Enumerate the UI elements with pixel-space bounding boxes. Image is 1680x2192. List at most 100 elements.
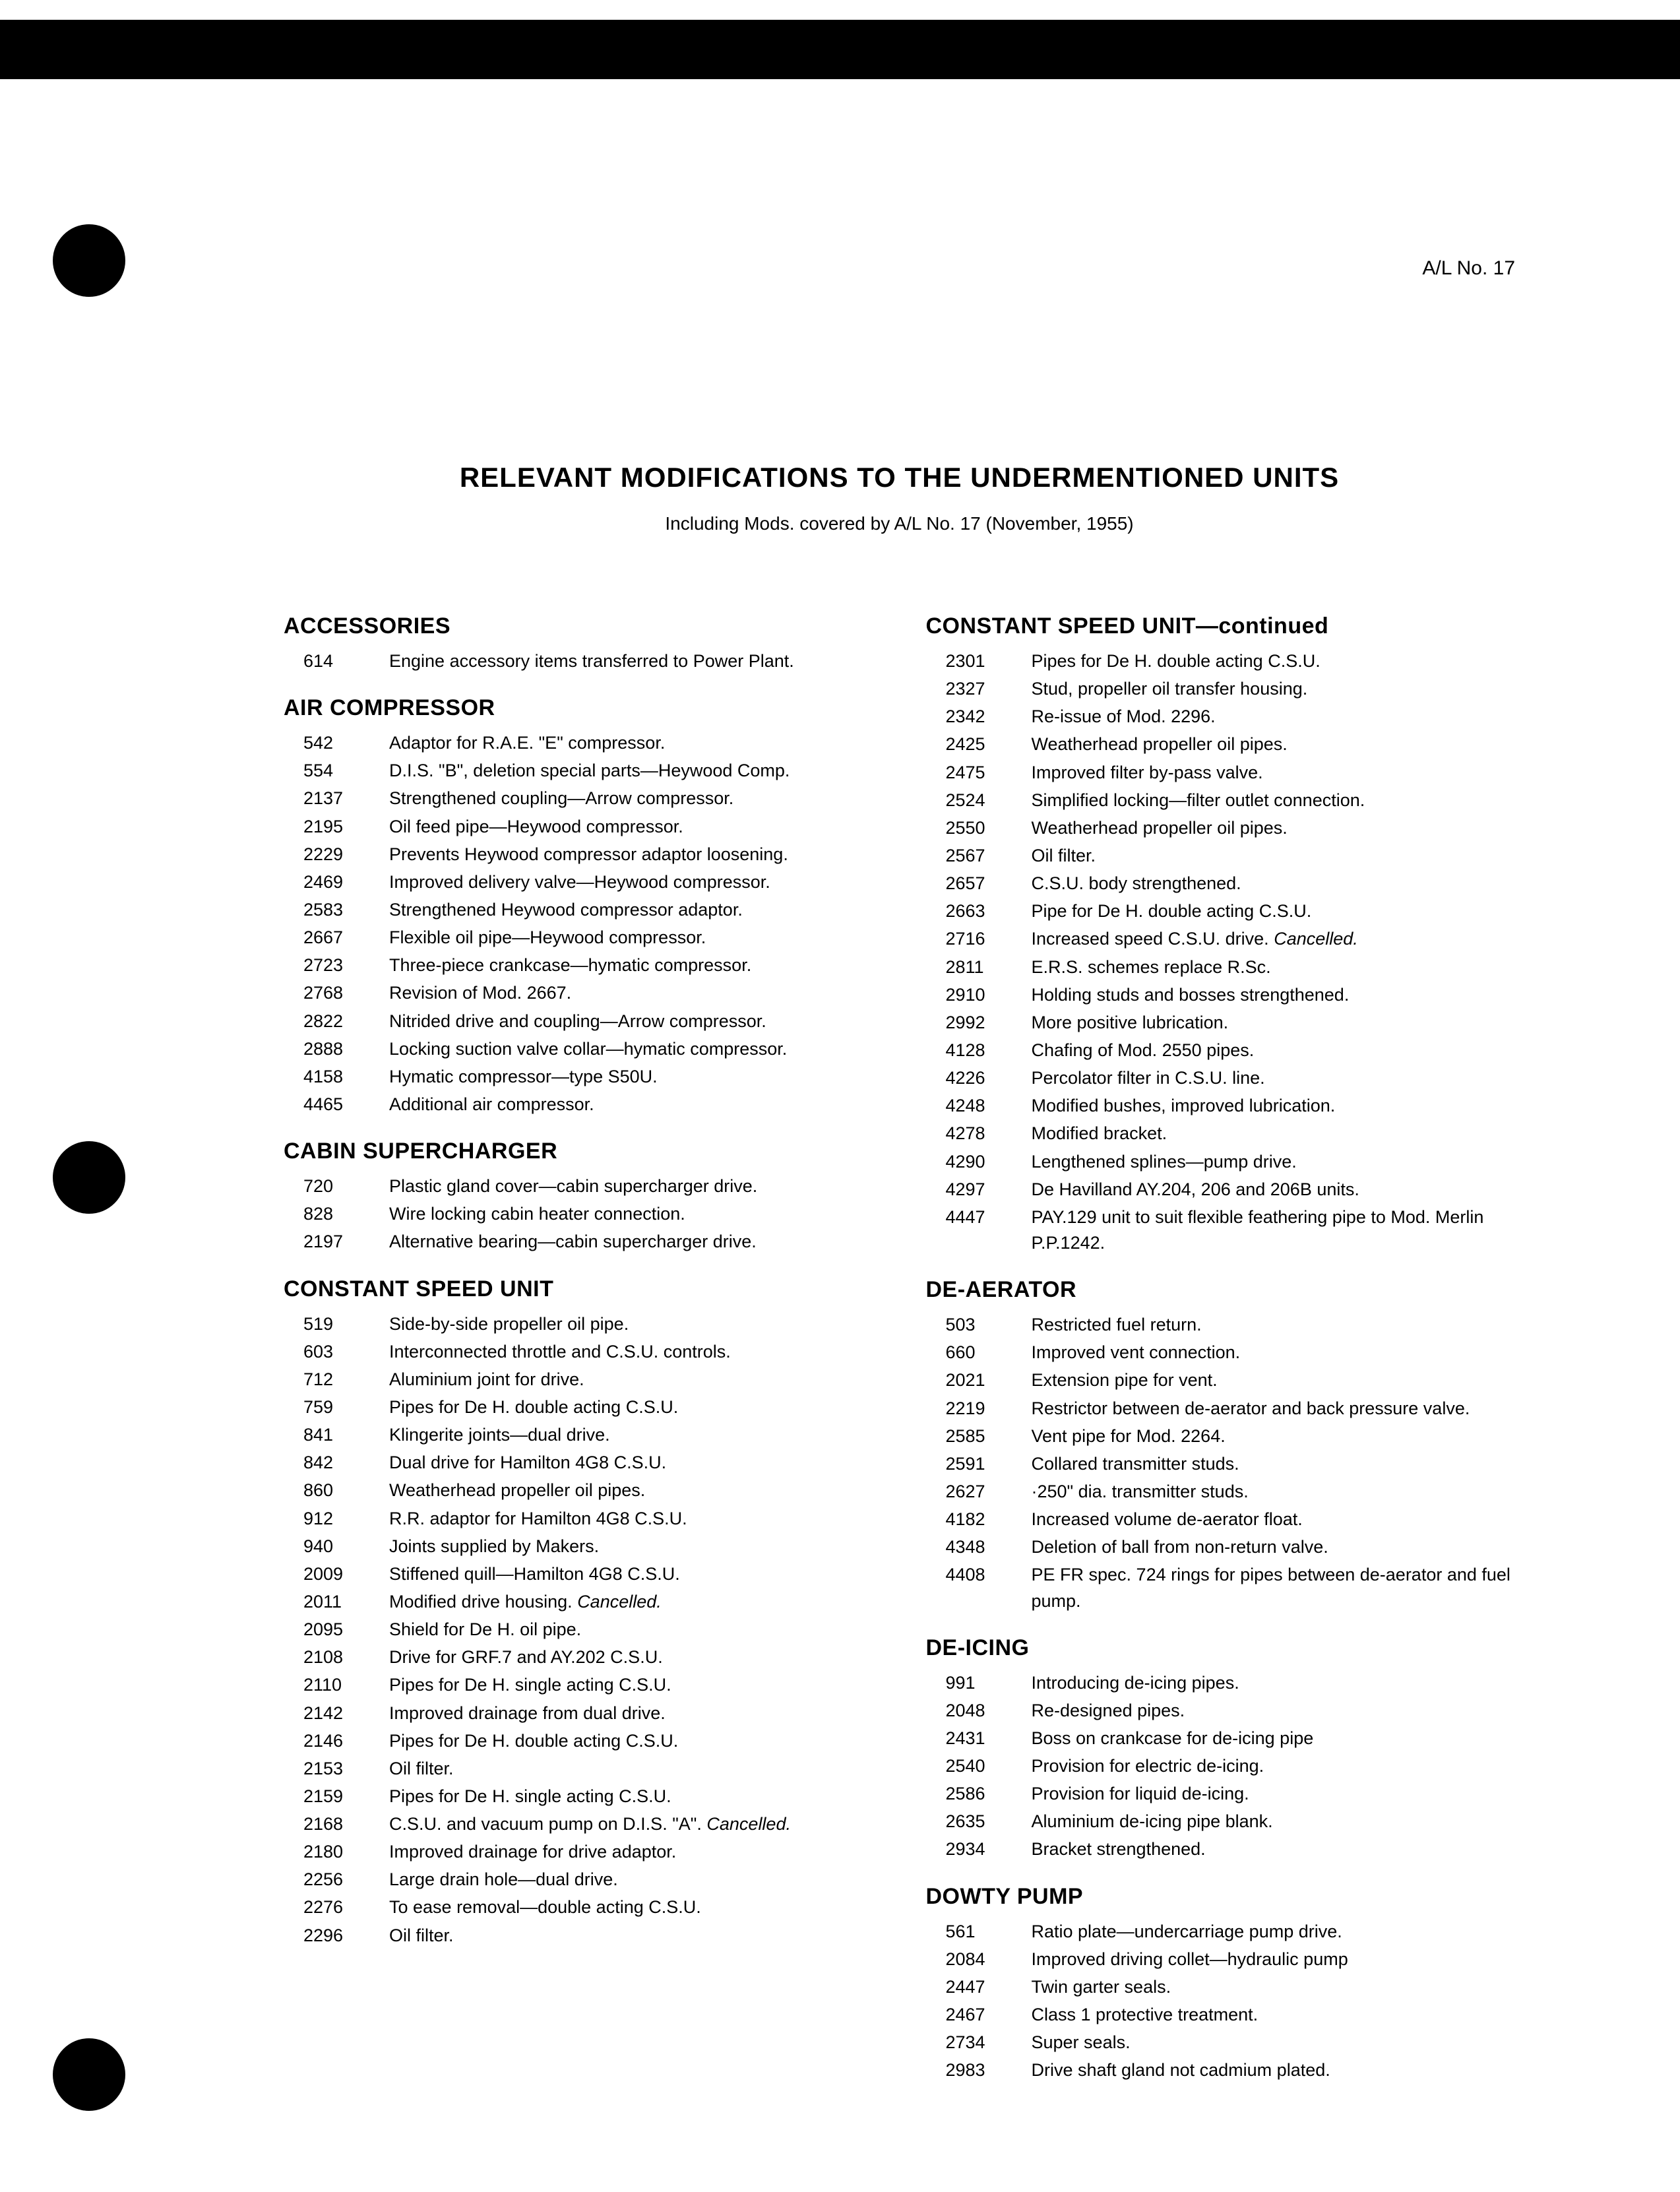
page-title: RELEVANT MODIFICATIONS TO THE UNDERMENTI… [284,462,1515,493]
mod-row: 2585Vent pipe for Mod. 2264. [926,1424,1516,1449]
mod-number: 2011 [284,1589,389,1615]
mod-row: 542Adaptor for R.A.E. "E" compressor. [284,730,873,756]
mod-description: Chafing of Mod. 2550 pipes. [1032,1038,1516,1063]
mod-number: 554 [284,758,389,784]
mod-description: Improved drainage from dual drive. [389,1701,873,1726]
mod-description: Prevents Heywood compressor adaptor loos… [389,842,873,867]
mod-description: Restricted fuel return. [1032,1312,1516,1338]
mod-number: 2229 [284,842,389,867]
mod-row: 4278Modified bracket. [926,1121,1516,1146]
mod-description: Aluminium joint for drive. [389,1367,873,1393]
mod-number: 2983 [926,2057,1032,2083]
mod-row: 2197Alternative bearing—cabin supercharg… [284,1229,873,1255]
mod-number: 2910 [926,982,1032,1008]
mod-number: 2627 [926,1479,1032,1505]
mod-number: 712 [284,1367,389,1393]
mod-row: 2256Large drain hole—dual drive. [284,1867,873,1893]
right-column: CONSTANT SPEED UNIT—continued2301Pipes f… [926,613,1516,2085]
mod-row: 2768Revision of Mod. 2667. [284,980,873,1006]
mod-number: 2296 [284,1923,389,1949]
mod-number: 2716 [926,926,1032,952]
mod-description: Locking suction valve collar—hymatic com… [389,1036,873,1062]
mod-number: 4297 [926,1177,1032,1203]
mod-number: 2009 [284,1561,389,1587]
mod-description: R.R. adaptor for Hamilton 4G8 C.S.U. [389,1506,873,1532]
mod-number: 2084 [926,1947,1032,1972]
mod-number: 2431 [926,1726,1032,1751]
mod-row: 4248Modified bushes, improved lubricatio… [926,1093,1516,1119]
mod-description: Stud, propeller oil transfer housing. [1032,676,1516,702]
mod-row: 2146Pipes for De H. double acting C.S.U. [284,1728,873,1754]
mod-description: Simplified locking—filter outlet connect… [1032,788,1516,813]
mod-number: 720 [284,1174,389,1199]
mod-description: Dual drive for Hamilton 4G8 C.S.U. [389,1450,873,1476]
mod-description: Additional air compressor. [389,1092,873,1117]
mod-row: 842Dual drive for Hamilton 4G8 C.S.U. [284,1450,873,1476]
mod-row: 2822Nitrided drive and coupling—Arrow co… [284,1009,873,1034]
mod-description: Class 1 protective treatment. [1032,2002,1516,2028]
mod-description: Improved driving collet—hydraulic pump [1032,1947,1516,1972]
mod-description: Nitrided drive and coupling—Arrow compre… [389,1009,873,1034]
mod-number: 2475 [926,760,1032,786]
section-heading: AIR COMPRESSOR [284,695,873,721]
mod-row: 2567Oil filter. [926,843,1516,869]
mod-number: 860 [284,1478,389,1503]
mod-row: 991Introducing de-icing pipes. [926,1670,1516,1696]
mod-row: 2137Strengthened coupling—Arrow compress… [284,786,873,811]
mod-number: 2197 [284,1229,389,1255]
mod-row: 2635Aluminium de-icing pipe blank. [926,1809,1516,1834]
mod-number: 542 [284,730,389,756]
mod-description: Oil filter. [389,1923,873,1949]
mod-description: Three-piece crankcase—hymatic compressor… [389,953,873,978]
mod-row: 4348Deletion of ball from non-return val… [926,1534,1516,1560]
mod-number: 4290 [926,1149,1032,1175]
mod-row: 4297De Havilland AY.204, 206 and 206B un… [926,1177,1516,1203]
mod-number: 4182 [926,1507,1032,1532]
mod-number: 2540 [926,1753,1032,1779]
mod-number: 842 [284,1450,389,1476]
mod-number: 2567 [926,843,1032,869]
mod-number: 2768 [284,980,389,1006]
mod-description: Collared transmitter studs. [1032,1451,1516,1477]
mod-description: Oil filter. [389,1756,873,1782]
mod-row: 2983Drive shaft gland not cadmium plated… [926,2057,1516,2083]
mod-number: 2301 [926,648,1032,674]
mod-number: 991 [926,1670,1032,1696]
mod-row: 759Pipes for De H. double acting C.S.U. [284,1394,873,1420]
section-heading: CABIN SUPERCHARGER [284,1139,873,1164]
amendment-list-number: A/L No. 17 [1422,257,1515,280]
mod-description: Holding studs and bosses strengthened. [1032,982,1516,1008]
mod-row: 2095Shield for De H. oil pipe. [284,1617,873,1643]
mod-description: Flexible oil pipe—Heywood compressor. [389,925,873,951]
mod-number: 2822 [284,1009,389,1034]
mod-row: 2467Class 1 protective treatment. [926,2002,1516,2028]
mod-number: 2153 [284,1756,389,1782]
mod-description: Super seals. [1032,2030,1516,2055]
mod-description: Interconnected throttle and C.S.U. contr… [389,1339,873,1365]
mod-row: 2110Pipes for De H. single acting C.S.U. [284,1672,873,1698]
mod-description: PAY.129 unit to suit flexible feathering… [1032,1205,1516,1256]
mod-row: 2723Three-piece crankcase—hymatic compre… [284,953,873,978]
mod-number: 2342 [926,704,1032,730]
mod-description: Large drain hole—dual drive. [389,1867,873,1893]
mod-number: 2021 [926,1367,1032,1393]
mod-row: 554D.I.S. "B", deletion special parts—He… [284,758,873,784]
mod-row: 2540Provision for electric de-icing. [926,1753,1516,1779]
section-heading: DOWTY PUMP [926,1884,1516,1910]
mod-number: 2586 [926,1781,1032,1807]
mod-description: Drive for GRF.7 and AY.202 C.S.U. [389,1644,873,1670]
mod-row: 2142Improved drainage from dual drive. [284,1701,873,1726]
mod-description: De Havilland AY.204, 206 and 206B units. [1032,1177,1516,1203]
mod-number: 2467 [926,2002,1032,2028]
mod-row: 712Aluminium joint for drive. [284,1367,873,1393]
mod-row: 2475Improved filter by-pass valve. [926,760,1516,786]
mod-row: 2992More positive lubrication. [926,1010,1516,1036]
mod-description: Oil feed pipe—Heywood compressor. [389,814,873,840]
mod-number: 759 [284,1394,389,1420]
mod-row: 2716Increased speed C.S.U. drive. Cancel… [926,926,1516,952]
mod-description: Wire locking cabin heater connection. [389,1201,873,1227]
mod-number: 4128 [926,1038,1032,1063]
mod-description: Engine accessory items transferred to Po… [389,648,873,674]
mod-description: PE FR spec. 724 rings for pipes between … [1032,1562,1516,1613]
section-heading: DE-ICING [926,1635,1516,1661]
